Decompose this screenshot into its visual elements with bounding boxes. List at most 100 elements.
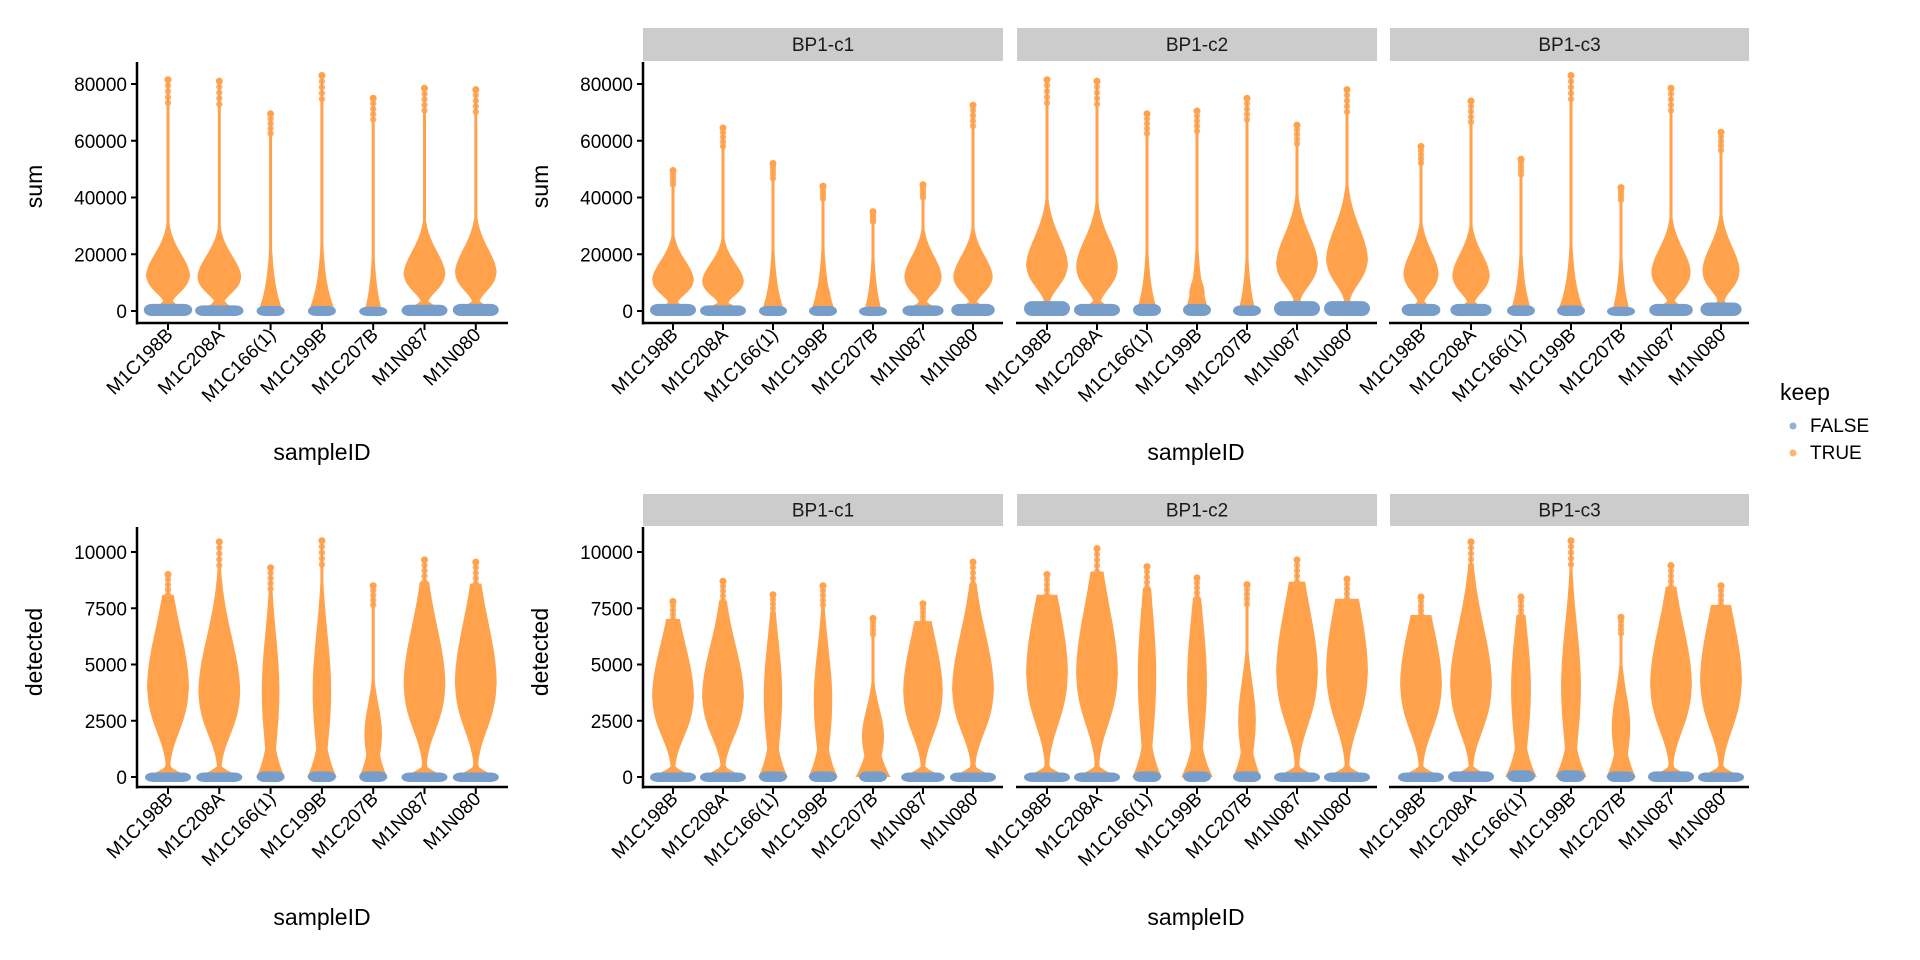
outlier-point — [1567, 543, 1575, 550]
violin-M1C198B — [1401, 142, 1441, 316]
max-point — [1417, 593, 1425, 601]
max-point — [769, 591, 777, 599]
outlier-point — [472, 97, 479, 104]
outlier-point — [1343, 92, 1351, 99]
outlier-point — [318, 95, 326, 103]
outlier-point — [164, 88, 172, 95]
violin-body — [702, 146, 744, 311]
max-point — [1143, 563, 1151, 571]
outlier-point — [472, 564, 479, 571]
outlier-point — [216, 100, 223, 108]
outlier-point — [1043, 586, 1051, 593]
max-point — [1093, 545, 1101, 553]
outlier-point — [1193, 112, 1201, 120]
outlier-point — [421, 567, 428, 574]
outlier-point — [1043, 581, 1051, 588]
outlier-point — [969, 580, 977, 587]
row-sum: 020000400006000080000sumM1C198BM1C208AM1… — [21, 28, 1749, 465]
y-tick-label: 0 — [116, 302, 127, 323]
violin-body — [903, 621, 943, 777]
outlier-point — [421, 578, 428, 585]
max-point — [969, 101, 977, 109]
max-point — [1667, 84, 1675, 92]
violin-body — [1651, 110, 1691, 311]
violin-body — [1400, 615, 1442, 777]
outlier-point — [1043, 576, 1051, 583]
outlier-point — [472, 580, 479, 587]
outlier-point — [1093, 562, 1101, 569]
violin-body — [1510, 174, 1532, 311]
max-point — [267, 564, 275, 572]
outlier-point — [1043, 82, 1051, 89]
false-points-cluster — [401, 772, 448, 782]
facet-strip — [643, 494, 1003, 526]
violin-body — [855, 634, 891, 777]
violin-M1C166(1) — [1505, 593, 1537, 782]
violin-M1N080 — [1324, 86, 1370, 316]
outlier-point — [421, 572, 428, 580]
y-tick-label: 20000 — [580, 245, 633, 266]
violin-body — [702, 600, 744, 777]
outlier-point — [1343, 585, 1351, 593]
false-points-cluster — [1024, 772, 1070, 782]
max-point — [669, 598, 677, 605]
y-tick-label: 60000 — [580, 132, 633, 153]
y-tick-label: 7500 — [591, 599, 633, 620]
outlier-point — [1517, 611, 1525, 619]
max-point — [919, 181, 927, 189]
violin-body — [652, 184, 694, 311]
false-points-cluster — [1557, 305, 1585, 316]
outlier-point — [1567, 549, 1575, 556]
violin-M1C207B — [359, 582, 388, 782]
outlier-point — [1193, 579, 1201, 587]
outlier-point — [318, 549, 326, 556]
facet-strip-label: BP1-c1 — [792, 35, 854, 56]
y-axis-title: sum — [527, 165, 553, 208]
outlier-point — [819, 587, 827, 594]
max-point — [369, 94, 377, 102]
violin-M1C207B — [1232, 581, 1262, 782]
outlier-point — [370, 116, 377, 123]
x-axis-title: sampleID — [273, 904, 370, 930]
false-points-cluster — [951, 303, 995, 316]
facet-strip-label: BP1-c2 — [1166, 35, 1228, 56]
outlier-point — [421, 562, 428, 569]
violin-M1N080 — [1324, 575, 1370, 782]
violin-M1C208A — [1448, 538, 1494, 782]
panel-detected-all: 025005000750010000detectedM1C198BM1C208A… — [21, 527, 508, 871]
outlier-point — [267, 120, 274, 127]
outlier-point — [719, 133, 727, 141]
outlier-point — [1093, 89, 1101, 96]
false-points-cluster — [1233, 305, 1261, 316]
outlier-point — [472, 103, 479, 110]
false-points-cluster — [650, 303, 696, 316]
y-tick-label: 5000 — [85, 656, 127, 677]
violin-body — [1232, 603, 1262, 777]
false-points-cluster — [1133, 303, 1161, 316]
outlier-point — [1717, 596, 1725, 604]
outlier-point — [472, 92, 479, 99]
max-point — [1043, 571, 1051, 578]
max-point — [215, 77, 223, 85]
outlier-point — [1667, 572, 1675, 580]
violin-body — [810, 198, 836, 311]
violin-body — [359, 604, 388, 777]
max-point — [819, 582, 827, 590]
outlier-point — [370, 596, 377, 604]
y-tick-label: 20000 — [74, 245, 127, 266]
outlier-point — [719, 138, 727, 145]
violin-body — [1276, 581, 1318, 777]
outlier-point — [1143, 579, 1151, 586]
max-point — [1467, 538, 1475, 546]
false-points-cluster — [1607, 306, 1635, 316]
max-point — [1567, 537, 1575, 545]
violin-body — [1181, 597, 1213, 777]
outlier-point — [1717, 137, 1725, 145]
violin-body — [1276, 143, 1318, 311]
outlier-point — [1343, 103, 1351, 110]
violin-M1C166(1) — [758, 591, 788, 782]
outlier-point — [1243, 595, 1251, 603]
violin-body — [761, 178, 785, 311]
y-tick-label: 40000 — [74, 189, 127, 210]
panel-detected-BP1-c2: BP1-c2M1C198BM1C208AM1C166(1)M1C199BM1C2… — [982, 494, 1377, 871]
